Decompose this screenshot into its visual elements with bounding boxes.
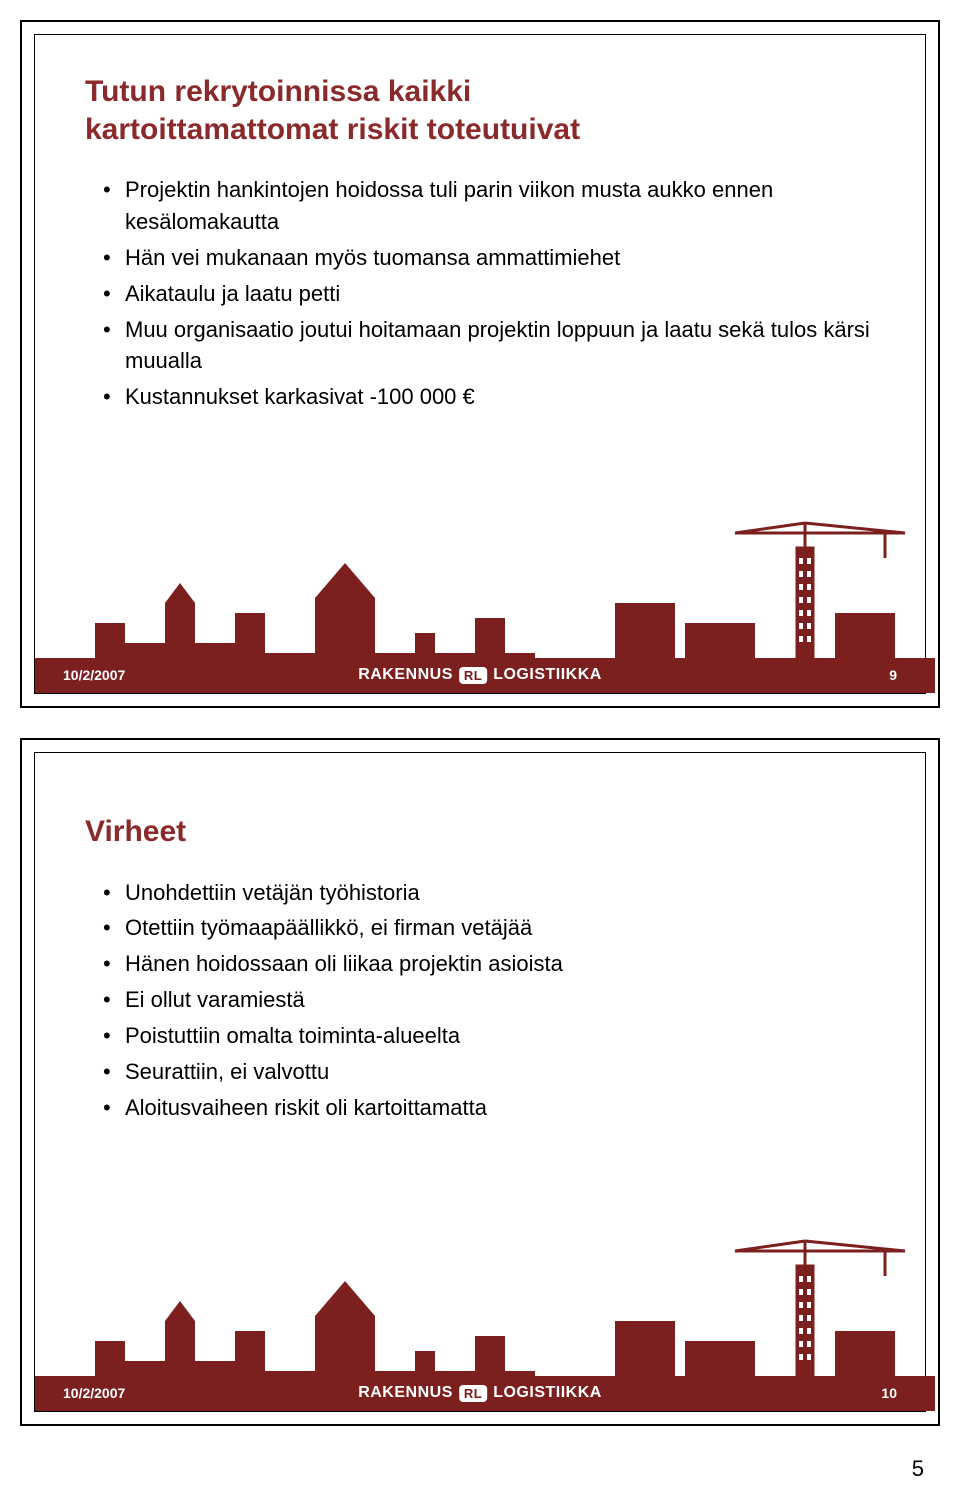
- slide-content: Virheet Unohdettiin vetäjän työhistoria …: [35, 753, 925, 1124]
- slide-number: 10: [881, 1385, 897, 1401]
- slide-footer: 10/2/2007 RAKENNUS RL LOGISTIIKKA 10: [35, 1375, 925, 1411]
- footer-date: 10/2/2007: [63, 667, 125, 683]
- bullet-item: Kustannukset karkasivat -100 000 €: [103, 381, 875, 413]
- bullet-item: Poistuttiin omalta toiminta-alueelta: [103, 1020, 875, 1052]
- logo-text-right: LOGISTIIKKA: [493, 1384, 602, 1402]
- bullet-item: Hänen hoidossaan oli liikaa projektin as…: [103, 948, 875, 980]
- bullet-list: Projektin hankintojen hoidossa tuli pari…: [85, 174, 875, 413]
- bullet-item: Seurattiin, ei valvottu: [103, 1056, 875, 1088]
- bullet-item: Ei ollut varamiestä: [103, 984, 875, 1016]
- title-line-1: Tutun rekrytoinnissa kaikki: [85, 75, 471, 108]
- slide-content: Tutun rekrytoinnissa kaikki kartoittamat…: [35, 35, 925, 413]
- logo-text-left: RAKENNUS: [358, 666, 453, 684]
- slide-footer: 10/2/2007 RAKENNUS RL LOGISTIIKKA 9: [35, 657, 925, 693]
- bullet-item: Aloitusvaiheen riskit oli kartoittamatta: [103, 1092, 875, 1124]
- bullet-item: Muu organisaatio joutui hoitamaan projek…: [103, 314, 875, 378]
- logo-badge: RL: [459, 667, 487, 684]
- footer-logo: RAKENNUS RL LOGISTIIKKA: [358, 1384, 602, 1402]
- slide-inner: Tutun rekrytoinnissa kaikki kartoittamat…: [34, 34, 926, 694]
- logo-text-left: RAKENNUS: [358, 1384, 453, 1402]
- bullet-item: Projektin hankintojen hoidossa tuli pari…: [103, 174, 875, 238]
- slide-number: 9: [889, 667, 897, 683]
- slide-1: Tutun rekrytoinnissa kaikki kartoittamat…: [20, 20, 940, 708]
- bullet-item: Aikataulu ja laatu petti: [103, 278, 875, 310]
- bullet-item: Otettiin työmaapäällikkö, ei firman vetä…: [103, 912, 875, 944]
- slide-inner: Virheet Unohdettiin vetäjän työhistoria …: [34, 752, 926, 1412]
- title-line-2: kartoittamattomat riskit toteutuivat: [85, 113, 580, 146]
- footer-logo: RAKENNUS RL LOGISTIIKKA: [358, 666, 602, 684]
- logo-badge: RL: [459, 1385, 487, 1402]
- bullet-item: Hän vei mukanaan myös tuomansa ammattimi…: [103, 242, 875, 274]
- logo-text-right: LOGISTIIKKA: [493, 666, 602, 684]
- slide-title: Virheet: [85, 813, 875, 851]
- slide-title: Tutun rekrytoinnissa kaikki kartoittamat…: [85, 73, 875, 148]
- bullet-item: Unohdettiin vetäjän työhistoria: [103, 877, 875, 909]
- document-page-number: 5: [0, 1456, 960, 1482]
- footer-date: 10/2/2007: [63, 1385, 125, 1401]
- bullet-list: Unohdettiin vetäjän työhistoria Otettiin…: [85, 877, 875, 1124]
- slide-2: Virheet Unohdettiin vetäjän työhistoria …: [20, 738, 940, 1426]
